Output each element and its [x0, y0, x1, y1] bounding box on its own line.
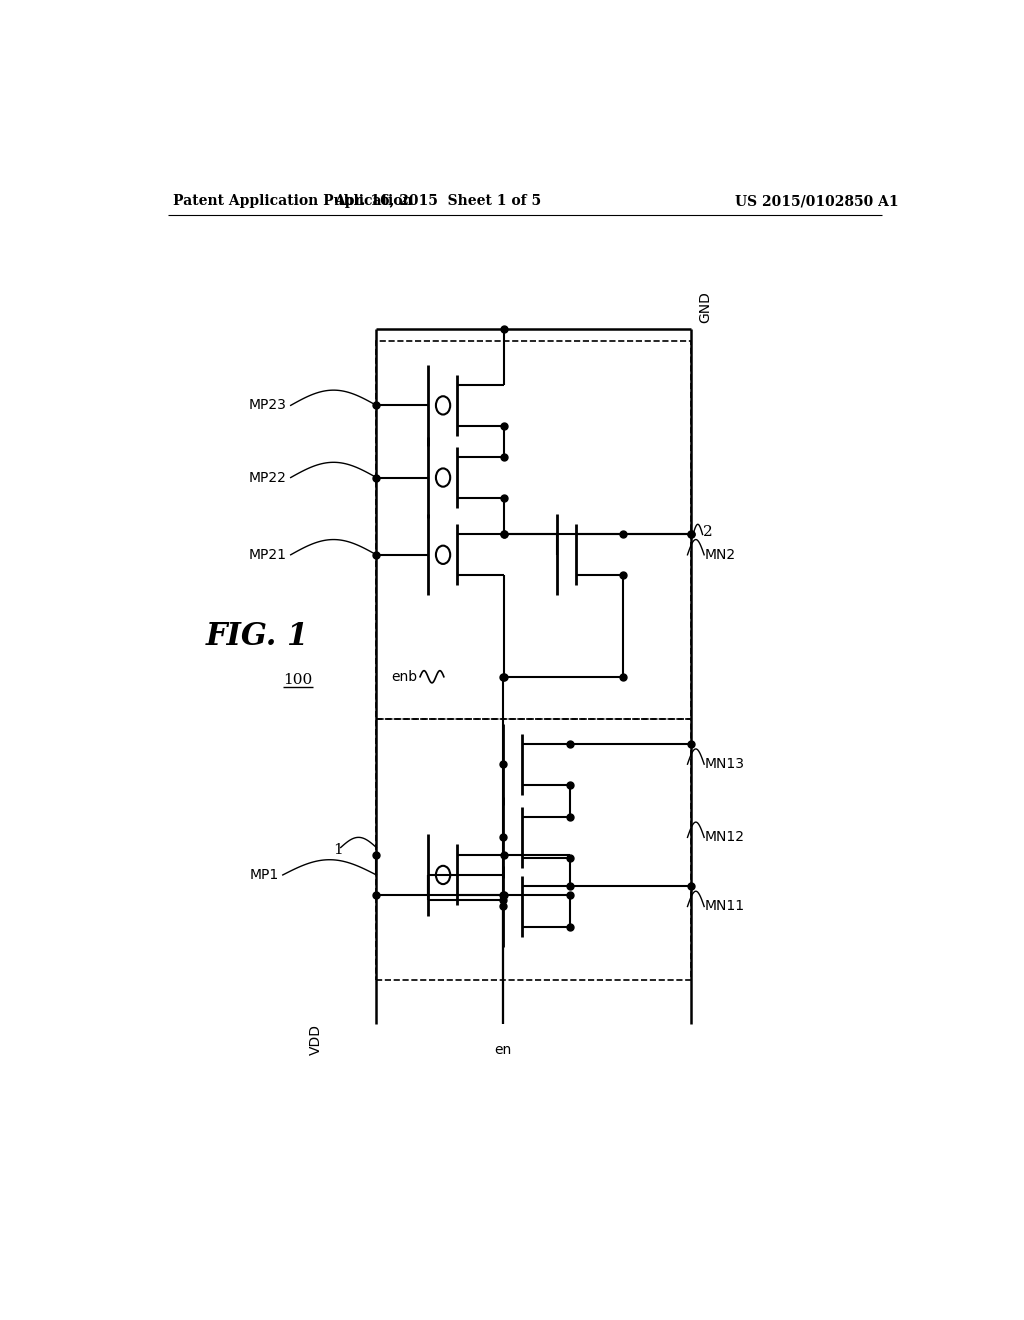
Text: FIG. 1: FIG. 1 [206, 620, 309, 652]
Text: 100: 100 [283, 673, 312, 686]
Bar [377, 342, 691, 719]
Text: MN11: MN11 [705, 899, 744, 913]
Text: MN13: MN13 [705, 758, 744, 771]
Text: Patent Application Publication: Patent Application Publication [173, 194, 413, 209]
Text: MP1: MP1 [250, 869, 279, 882]
Text: 1: 1 [333, 842, 342, 857]
Text: MP21: MP21 [249, 548, 287, 562]
Text: GND: GND [697, 292, 712, 323]
Text: MN2: MN2 [705, 548, 735, 562]
Text: MP23: MP23 [249, 399, 287, 412]
Text: Apr. 16, 2015  Sheet 1 of 5: Apr. 16, 2015 Sheet 1 of 5 [334, 194, 541, 209]
Bar [377, 719, 691, 979]
Text: enb: enb [391, 669, 418, 684]
Text: MP22: MP22 [249, 470, 287, 484]
Text: MN12: MN12 [705, 830, 744, 845]
Text: 2: 2 [703, 525, 713, 540]
Text: en: en [495, 1043, 512, 1057]
Text: VDD: VDD [309, 1024, 323, 1056]
Text: US 2015/0102850 A1: US 2015/0102850 A1 [735, 194, 899, 209]
